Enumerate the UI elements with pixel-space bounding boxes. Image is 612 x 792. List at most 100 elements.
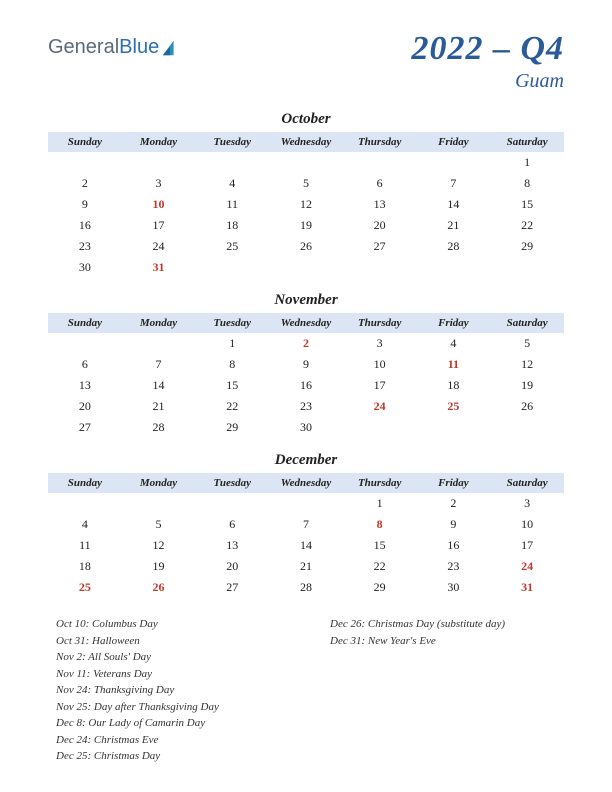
calendar-day-cell: 7 — [269, 514, 343, 535]
calendar-day-cell: 16 — [48, 215, 122, 236]
logo-text-blue: Blue — [119, 36, 159, 59]
calendar-day-cell — [269, 257, 343, 278]
calendar-day-cell: 30 — [269, 417, 343, 438]
calendar-day-cell: 30 — [48, 257, 122, 278]
calendar-day-cell: 15 — [343, 535, 417, 556]
calendar-day-cell: 17 — [122, 215, 196, 236]
weekday-header: Friday — [417, 473, 491, 493]
calendar-week-row: 18192021222324 — [48, 556, 564, 577]
weekday-header: Thursday — [343, 132, 417, 152]
calendar-day-cell: 22 — [195, 396, 269, 417]
holiday-item: Oct 31: Halloween — [56, 633, 290, 650]
month-block: DecemberSundayMondayTuesdayWednesdayThur… — [48, 452, 564, 598]
calendar-day-cell: 3 — [122, 173, 196, 194]
calendar-day-cell: 24 — [343, 396, 417, 417]
calendar-day-cell: 7 — [417, 173, 491, 194]
weekday-header: Sunday — [48, 313, 122, 333]
calendar-day-cell: 26 — [122, 577, 196, 598]
calendar-day-cell: 3 — [490, 493, 564, 514]
calendar-day-cell — [417, 417, 491, 438]
holidays-list: Oct 10: Columbus DayOct 31: HalloweenNov… — [48, 616, 564, 765]
calendar-day-cell: 6 — [343, 173, 417, 194]
calendar-day-cell: 20 — [343, 215, 417, 236]
calendar-week-row: 45678910 — [48, 514, 564, 535]
calendar-day-cell: 2 — [417, 493, 491, 514]
calendar-day-cell: 13 — [195, 535, 269, 556]
calendar-day-cell: 27 — [343, 236, 417, 257]
weekday-header: Saturday — [490, 132, 564, 152]
calendar-day-cell: 8 — [343, 514, 417, 535]
logo-sail-icon — [161, 39, 179, 57]
calendar-day-cell: 12 — [122, 535, 196, 556]
calendar-day-cell — [343, 152, 417, 173]
calendar-day-cell: 8 — [490, 173, 564, 194]
weekday-header: Wednesday — [269, 473, 343, 493]
calendar-day-cell: 21 — [269, 556, 343, 577]
calendar-day-cell: 28 — [417, 236, 491, 257]
calendar-day-cell — [343, 417, 417, 438]
month-title: October — [48, 111, 564, 128]
weekday-header: Saturday — [490, 473, 564, 493]
weekday-header: Thursday — [343, 473, 417, 493]
month-block: November SundayMondayTuesdayWednesdayThur… — [48, 292, 564, 438]
holiday-item: Oct 10: Columbus Day — [56, 616, 290, 633]
weekday-header: Tuesday — [195, 313, 269, 333]
calendar-day-cell: 16 — [417, 535, 491, 556]
title-sub: Guam — [411, 70, 564, 93]
holiday-item: Nov 2: All Souls' Day — [56, 649, 290, 666]
calendar-day-cell: 27 — [195, 577, 269, 598]
calendar-day-cell: 19 — [490, 375, 564, 396]
calendar-day-cell: 22 — [490, 215, 564, 236]
calendar-day-cell — [122, 333, 196, 354]
calendar-day-cell: 1 — [343, 493, 417, 514]
calendar-day-cell: 23 — [269, 396, 343, 417]
weekday-header: Tuesday — [195, 132, 269, 152]
calendar-table: SundayMondayTuesdayWednesdayThursdayFrid… — [48, 132, 564, 278]
calendar-day-cell: 21 — [417, 215, 491, 236]
calendar-day-cell: 2 — [48, 173, 122, 194]
calendar-week-row: 6789101112 — [48, 354, 564, 375]
calendar-day-cell: 26 — [269, 236, 343, 257]
calendar-day-cell: 18 — [48, 556, 122, 577]
calendar-day-cell: 24 — [122, 236, 196, 257]
weekday-header: Sunday — [48, 132, 122, 152]
calendar-week-row: 23242526272829 — [48, 236, 564, 257]
title-main: 2022 – Q4 — [411, 30, 564, 68]
calendar-day-cell: 24 — [490, 556, 564, 577]
calendar-day-cell: 20 — [195, 556, 269, 577]
calendar-day-cell — [269, 152, 343, 173]
calendar-day-cell: 10 — [343, 354, 417, 375]
calendar-day-cell: 17 — [490, 535, 564, 556]
calendar-day-cell: 25 — [195, 236, 269, 257]
holiday-item: Dec 31: New Year's Eve — [330, 633, 564, 650]
weekday-header: Friday — [417, 132, 491, 152]
calendar-week-row: 12345 — [48, 333, 564, 354]
calendar-day-cell: 16 — [269, 375, 343, 396]
calendar-day-cell: 11 — [195, 194, 269, 215]
holiday-item: Dec 8: Our Lady of Camarin Day — [56, 715, 290, 732]
calendar-day-cell: 23 — [48, 236, 122, 257]
month-title: November — [48, 292, 564, 309]
calendar-day-cell: 23 — [417, 556, 491, 577]
calendar-day-cell: 3 — [343, 333, 417, 354]
weekday-header: Wednesday — [269, 313, 343, 333]
calendar-day-cell: 2 — [269, 333, 343, 354]
calendar-day-cell: 11 — [417, 354, 491, 375]
calendar-day-cell — [490, 257, 564, 278]
months-container: October SundayMondayTuesdayWednesdayThurs… — [48, 111, 564, 598]
calendar-day-cell: 25 — [48, 577, 122, 598]
calendar-week-row: 27282930 — [48, 417, 564, 438]
holiday-item: Nov 11: Veterans Day — [56, 666, 290, 683]
calendar-week-row: 13141516171819 — [48, 375, 564, 396]
calendar-week-row: 9101112131415 — [48, 194, 564, 215]
calendar-day-cell: 28 — [122, 417, 196, 438]
calendar-day-cell: 26 — [490, 396, 564, 417]
calendar-table: SundayMondayTuesdayWednesdayThursdayFrid… — [48, 313, 564, 438]
calendar-day-cell: 31 — [490, 577, 564, 598]
calendar-day-cell — [417, 152, 491, 173]
calendar-week-row: 3031 — [48, 257, 564, 278]
calendar-day-cell: 12 — [269, 194, 343, 215]
calendar-week-row: 20212223242526 — [48, 396, 564, 417]
holidays-column-1: Oct 10: Columbus DayOct 31: HalloweenNov… — [56, 616, 290, 765]
weekday-header: Tuesday — [195, 473, 269, 493]
